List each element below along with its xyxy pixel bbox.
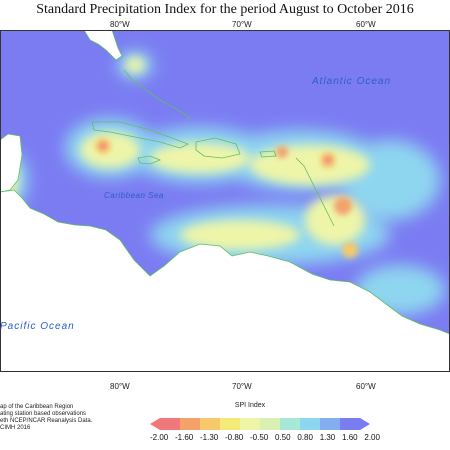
- puerto-rico: [259, 150, 277, 158]
- caribbean-sea-label: Caribbean Sea: [104, 191, 164, 200]
- legend-tick: 0.50: [275, 433, 291, 442]
- legend-cell: [280, 418, 301, 430]
- islands: [91, 69, 335, 227]
- lon-label-60w-bottom: 60°W: [356, 382, 376, 391]
- legend-tick: -0.80: [225, 433, 244, 442]
- legend-arrow-low: [150, 418, 160, 430]
- legend-tick: -1.30: [200, 433, 219, 442]
- legend-cell: [320, 418, 341, 430]
- legend-tick: 1.60: [342, 433, 358, 442]
- legend-cell: [220, 418, 241, 430]
- hispaniola: [195, 137, 241, 159]
- legend-tick: -2.00: [150, 433, 169, 442]
- map-credit: ap of the Caribbean Region ating station…: [0, 404, 92, 432]
- lon-label-80w-top: 80°W: [110, 20, 130, 29]
- credit-line-2: ating station based observations: [0, 411, 87, 417]
- jamaica: [137, 155, 162, 165]
- spi-map: [0, 30, 450, 372]
- legend-tick: 1.30: [319, 433, 336, 442]
- legend-cell: [260, 418, 281, 430]
- legend-tick: -1.60: [175, 433, 194, 442]
- legend-cell: [340, 418, 361, 430]
- legend-arrow-high: [360, 418, 370, 430]
- credit-line-3: eth NCEP/NCAR Reanalysis Data.: [0, 418, 93, 424]
- map-title: Standard Precipitation Index for the per…: [36, 2, 414, 17]
- legend-tick: 2.00: [364, 433, 380, 442]
- lesser-antilles: [295, 157, 335, 227]
- legend-cell: [180, 418, 201, 430]
- lon-label-70w-bottom: 70°W: [232, 382, 252, 391]
- pacific-ocean-label: Pacific Ocean: [0, 321, 75, 332]
- central-south-america: [0, 189, 450, 372]
- atlantic-ocean-label: Atlantic Ocean: [312, 76, 392, 87]
- lon-label-70w-top: 70°W: [232, 20, 252, 29]
- credit-line-1: ap of the Caribbean Region: [0, 404, 74, 410]
- legend-colorbar: [150, 418, 370, 430]
- legend-ticks: -2.00 -1.60 -1.30 -0.80 -0.50 0.50 0.80 …: [150, 433, 380, 442]
- cuba: [91, 121, 189, 149]
- legend-title: SPI Index: [234, 402, 266, 409]
- legend-cell: [160, 418, 181, 430]
- lon-label-60w-top: 60°W: [356, 20, 376, 29]
- legend-cell: [200, 418, 221, 430]
- bahamas: [123, 69, 191, 119]
- credit-line-4: CIMH 2016: [0, 425, 31, 431]
- lon-label-80w-bottom: 80°W: [110, 382, 130, 391]
- legend-cell: [240, 418, 261, 430]
- legend-tick: -0.50: [250, 433, 269, 442]
- legend-tick: 0.80: [297, 433, 313, 442]
- florida: [83, 30, 123, 61]
- land-masses: [0, 30, 450, 372]
- legend-cell: [300, 418, 321, 430]
